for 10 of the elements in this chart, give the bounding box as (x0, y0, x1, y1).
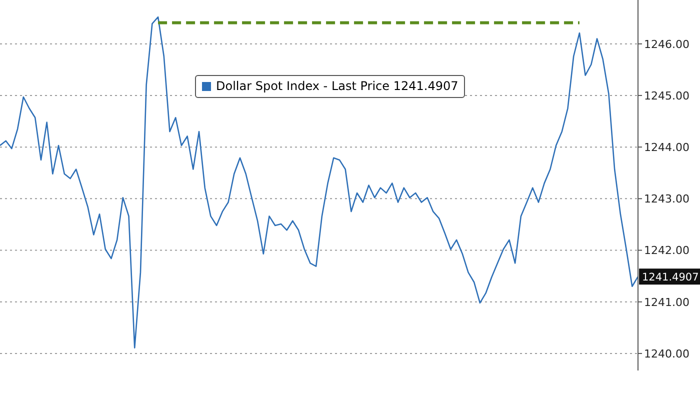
y-tick-label: 1241.00 (644, 296, 690, 309)
y-tick-label: 1243.00 (644, 192, 690, 206)
y-tick-label: 1242.00 (644, 244, 690, 258)
y-tick-label: 1246.00 (644, 38, 690, 51)
legend-label: Dollar Spot Index - Last Price 1241.4907 (216, 79, 458, 93)
y-tick-label: 1244.00 (644, 140, 690, 154)
text: 1241.4907 (642, 272, 699, 284)
y-tick-label: 1245.00 (644, 89, 690, 102)
y-tick-label: 1240.00 (644, 347, 690, 360)
line-series (0, 16, 639, 348)
